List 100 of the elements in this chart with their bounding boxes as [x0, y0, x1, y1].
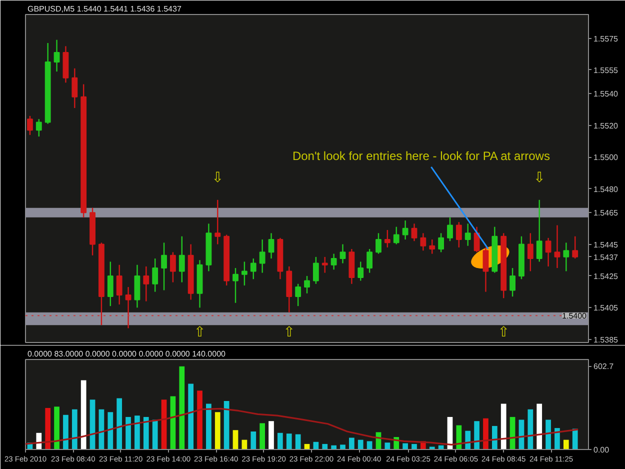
bar [126, 416, 131, 450]
candlestick [152, 258, 158, 292]
y-tick-label: 602.7 [594, 362, 614, 372]
candlestick [27, 115, 33, 136]
candlestick [536, 199, 542, 262]
bar [465, 430, 471, 450]
bar [268, 421, 274, 450]
candlestick [322, 256, 328, 274]
candlestick [250, 258, 256, 280]
candlestick [456, 221, 462, 248]
annotation: ⇧ [194, 324, 206, 340]
candlestick [510, 267, 516, 298]
bar [63, 414, 68, 450]
candlestick [563, 242, 570, 272]
bar [179, 366, 185, 450]
bar [349, 438, 354, 450]
y-tick-label: 1.5425 [594, 272, 619, 281]
bar [483, 418, 488, 450]
bar [170, 396, 176, 450]
candlestick [447, 216, 453, 242]
candlestick [330, 253, 337, 270]
candlestick [464, 223, 471, 246]
y-tick-label: 1.5500 [594, 153, 619, 162]
candlestick [420, 232, 426, 252]
bar [250, 432, 256, 450]
candlestick [72, 68, 78, 109]
bar [45, 408, 51, 450]
bar [358, 440, 364, 450]
annotation: ⇩ [533, 170, 546, 186]
bar [214, 412, 220, 450]
y-tick-label: 1.5437 [594, 252, 619, 262]
bar [224, 401, 230, 450]
candlestick [527, 232, 534, 272]
candlestick [312, 256, 319, 284]
bar [72, 409, 78, 450]
y-tick-label: 1.5555 [594, 66, 619, 75]
y-tick-label: 1.5575 [594, 34, 619, 44]
candlestick [241, 261, 248, 286]
bar [152, 420, 158, 450]
bar [384, 442, 390, 450]
bar [500, 404, 506, 450]
candlestick [545, 237, 552, 268]
y-tick-label: 1.5520 [594, 121, 619, 130]
line-series [26, 408, 579, 446]
bar [161, 400, 167, 450]
candlestick [304, 275, 310, 294]
candlestick [376, 232, 382, 254]
candlestick [116, 264, 122, 306]
y-tick-label: 1.5540 [594, 90, 619, 99]
bar [546, 420, 551, 450]
bar [80, 380, 86, 450]
bar [528, 409, 534, 450]
bar [108, 412, 114, 450]
bar [366, 441, 372, 450]
candlestick [402, 220, 408, 240]
candlestick [572, 236, 578, 260]
chart-title: GBPUSD,M5 1.5440 1.5441 1.5436 1.5437 [28, 4, 182, 14]
bar [90, 400, 96, 450]
y-tick-label: 1.5385 [594, 335, 619, 344]
bar [412, 444, 417, 450]
candlestick [384, 229, 390, 248]
bar [286, 434, 292, 450]
bar [260, 423, 265, 450]
candlestick [232, 267, 238, 304]
candlestick [54, 39, 60, 72]
y-tick-label: 1.5465 [594, 208, 619, 218]
y-tick-label: 1.5445 [594, 240, 619, 250]
annotation: Don't look for entries here - look for PA at arrows [292, 148, 550, 163]
candlestick [366, 248, 373, 274]
candlestick [474, 226, 480, 253]
candlestick [340, 244, 346, 264]
annotation: ⇩ [212, 170, 224, 186]
bar [322, 444, 328, 450]
bar [536, 404, 542, 450]
bar [402, 443, 408, 450]
candlestick [134, 264, 140, 308]
bar [197, 390, 202, 450]
candlestick [161, 242, 167, 291]
bar [340, 444, 346, 450]
bar [143, 416, 149, 450]
candlestick [429, 238, 436, 254]
candlestick [170, 252, 176, 283]
candlestick [268, 232, 274, 260]
candlestick [143, 266, 150, 302]
annotation: ⇧ [283, 324, 295, 340]
bar [278, 432, 283, 450]
candlestick [125, 286, 132, 329]
annotation: ⇧ [498, 324, 510, 340]
bar [474, 421, 480, 450]
bar [232, 430, 238, 450]
candlestick [482, 246, 489, 292]
bar [456, 425, 462, 450]
bar [206, 404, 212, 450]
ref-line-label: 1.5400 [562, 312, 588, 321]
y-tick-label: 0.00 [594, 446, 610, 454]
candlestick [178, 236, 185, 283]
candlestick [36, 118, 42, 138]
bar [572, 428, 578, 450]
candlestick [438, 232, 444, 253]
bar [116, 398, 122, 450]
